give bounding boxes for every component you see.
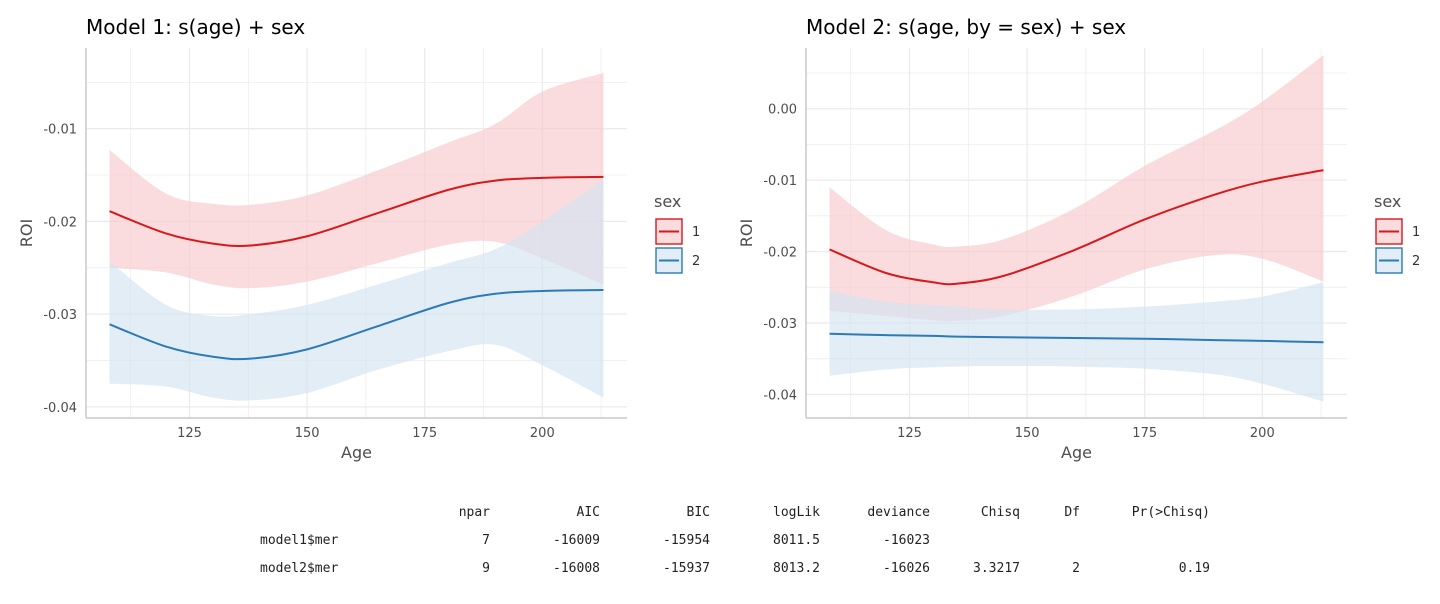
anova-cell [930,526,1020,554]
chart1-y-tick-label: -0.02 [43,215,77,230]
chart1-x-axis-label: Age [341,443,372,462]
chart1-y-axis-label: ROI [17,219,36,247]
anova-header-loglik: logLik [773,504,820,520]
anova-header-df: Df [1064,504,1080,520]
chart2-legend: sex 1 2 [1374,192,1420,274]
chart1-x-tick-label: 150 [295,426,320,441]
chart2-title: Model 2: s(age, by = sex) + sex [806,15,1126,39]
anova-header-aic: AIC [576,504,600,520]
anova-header-row: npar AIC BIC logLik deviance Chisq Df Pr… [230,498,1210,526]
chart1-ribbon-sex-2 [109,179,604,401]
anova-cell [1080,526,1210,554]
chart2-ribbon-sex-1 [829,55,1324,322]
chart1-ribbon-sex-1 [109,73,604,289]
chart1-legend-label-sex-2: 2 [692,254,700,269]
chart2-x-tick-label: 125 [897,426,922,441]
chart1-legend: sex 1 2 [654,192,700,274]
chart2-ribbon-sex-2 [829,282,1324,402]
anova-row-model1: model1$mer 7 -16009 -15954 8011.5 -16023 [230,526,1210,554]
chart1-line-sex-2 [109,289,604,361]
model1-chart: Model 1: s(age) + sex 125 150 175 200 -0.01 -0… [17,15,700,462]
model2-chart: Model 2: s(age, by = sex) + sex 125 150 175… [737,15,1420,462]
chart2-y-tick-label: -0.04 [763,388,797,403]
anova-cell: model2$mer [260,560,339,576]
chart1-x-tick-label: 200 [530,426,555,441]
anova-row-model2: model2$mer 9 -16008 -15937 8013.2 -16026… [230,554,1210,582]
anova-cell: -15937 [663,560,710,576]
chart1-y-tick-label: -0.03 [43,308,77,323]
chart2-y-axis-label: ROI [737,219,756,247]
anova-cell: 9 [482,560,490,576]
anova-cell: -16009 [553,532,600,548]
anova-table: npar AIC BIC logLik deviance Chisq Df Pr… [230,498,1210,582]
anova-cell: -16023 [883,532,930,548]
anova-header-pvalue: Pr(>Chisq) [1131,504,1210,520]
chart2-y-tick-label: 0.00 [768,103,797,118]
anova-header-bic: BIC [686,504,710,520]
chart2-line-sex-2 [829,332,1324,344]
chart2-x-tick-label: 175 [1132,426,1157,441]
chart1-line-sex-1 [109,175,604,248]
anova-header-rowname [230,498,400,526]
anova-cell: 8013.2 [773,560,820,576]
anova-cell: 0.19 [1178,560,1210,576]
anova-cell: 2 [1072,560,1080,576]
chart2-x-axis-label: Age [1061,443,1092,462]
anova-cell: -16026 [883,560,930,576]
chart1-x-tick-label: 175 [412,426,437,441]
chart1-y-tick-label: -0.01 [43,123,77,138]
chart2-legend-label-sex-1: 1 [1412,225,1420,240]
anova-cell: 8011.5 [773,532,820,548]
chart2-x-tick-label: 200 [1250,426,1275,441]
chart2-line-sex-1 [829,169,1324,286]
chart1-x-tick-label: 125 [177,426,202,441]
chart2-y-tick-label: -0.03 [763,317,797,332]
chart2-y-tick-label: -0.02 [763,246,797,261]
chart2-legend-label-sex-2: 2 [1412,254,1420,269]
anova-cell: model1$mer [260,532,339,548]
anova-header-npar: npar [458,504,490,520]
chart2-x-tick-label: 150 [1015,426,1040,441]
chart1-title: Model 1: s(age) + sex [86,15,305,39]
anova-cell: 3.3217 [973,560,1020,576]
anova-header-deviance: deviance [867,504,930,520]
anova-cell: 7 [482,532,490,548]
chart2-y-tick-label: -0.01 [763,174,797,189]
chart1-y-tick-label: -0.04 [43,401,77,416]
chart2-legend-title: sex [1374,192,1401,211]
chart1-legend-label-sex-1: 1 [692,225,700,240]
anova-cell [1020,526,1080,554]
anova-cell: -16008 [553,560,600,576]
chart1-legend-title: sex [654,192,681,211]
anova-cell: -15954 [663,532,710,548]
anova-header-chisq: Chisq [980,504,1020,520]
